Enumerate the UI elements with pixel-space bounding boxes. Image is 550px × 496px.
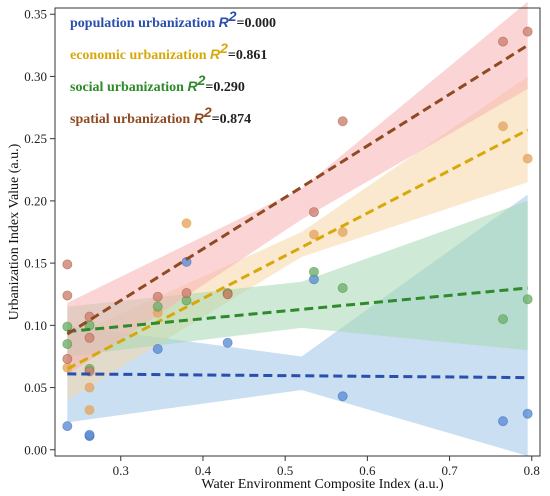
data-point [498, 121, 509, 132]
legend-r-symbol: R [219, 14, 230, 30]
fit-line-2 [67, 286, 528, 334]
legend-series-name: population urbanization [70, 16, 219, 31]
data-point [62, 353, 73, 364]
legend-r-symbol: R [194, 110, 205, 126]
data-point [222, 337, 233, 348]
confidence-band-3 [67, 1, 528, 376]
legend-entry-1: economic urbanization R2=0.861 [70, 40, 267, 63]
data-point [337, 282, 348, 293]
y-tick-label: 0.30 [24, 69, 47, 84]
fit-line-0 [67, 372, 528, 380]
legend-r-superscript: 2 [203, 104, 212, 120]
data-point [152, 291, 163, 302]
legend-entry-3: spatial urbanization R2=0.874 [70, 104, 251, 127]
legend-r-symbol: R [210, 46, 221, 62]
data-point [152, 343, 163, 354]
legend-r-superscript: 2 [228, 8, 237, 24]
y-axis-label: Urbanization Index Value (a.u.) [7, 143, 22, 320]
x-tick-label: 0.8 [524, 463, 540, 478]
data-point [62, 290, 73, 301]
fit-line-3 [66, 44, 529, 336]
data-point [84, 429, 95, 440]
data-point [522, 26, 533, 37]
y-tick-label: 0.05 [24, 380, 47, 395]
y-tick-label: 0.10 [24, 318, 47, 333]
y-tick-label: 0.35 [24, 7, 47, 22]
data-point [62, 421, 73, 432]
confidence-bands [67, 1, 528, 456]
data-point [84, 382, 95, 393]
data-point [522, 408, 533, 419]
data-point [62, 259, 73, 270]
legend-r2-value: =0.290 [205, 80, 244, 95]
data-point [222, 289, 233, 300]
legend: population urbanization R2=0.000economic… [70, 8, 276, 127]
legend-series-name: economic urbanization [70, 48, 210, 63]
legend-r-symbol: R [187, 78, 198, 94]
data-point [337, 116, 348, 127]
data-point [308, 207, 319, 218]
y-tick-label: 0.25 [24, 131, 47, 146]
legend-series-name: spatial urbanization [70, 112, 194, 127]
x-tick-label: 0.5 [277, 463, 293, 478]
legend-series-name: social urbanization [70, 80, 187, 95]
legend-r2-value: =0.000 [237, 16, 276, 31]
data-point [84, 404, 95, 415]
x-tick-label: 0.4 [195, 463, 212, 478]
data-point [522, 153, 533, 164]
x-tick-label: 0.7 [441, 463, 458, 478]
data-point [152, 301, 163, 312]
data-point [181, 218, 192, 229]
data-point [308, 266, 319, 277]
data-point [84, 332, 95, 343]
y-tick-label: 0.20 [24, 193, 47, 208]
data-point [522, 294, 533, 305]
data-point [337, 226, 348, 237]
fit-line-1 [66, 128, 529, 371]
data-point [498, 36, 509, 47]
data-point [62, 338, 73, 349]
data-point [498, 416, 509, 427]
fit-lines [66, 44, 529, 380]
legend-r-superscript: 2 [219, 40, 228, 56]
legend-entry-2: social urbanization R2=0.290 [70, 72, 245, 95]
confidence-band-2 [67, 200, 528, 357]
legend-entry-0: population urbanization R2=0.000 [70, 8, 276, 31]
x-tick-label: 0.3 [113, 463, 129, 478]
y-tick-label: 0.00 [24, 442, 47, 457]
legend-r2-value: =0.861 [228, 48, 267, 63]
data-point [498, 314, 509, 325]
y-tick-label: 0.15 [24, 256, 47, 271]
legend-r-superscript: 2 [197, 72, 206, 88]
axis-ticks: 0.3 0.4 0.5 0.6 0.7 0.8 0.00 0.05 0.10 0.15 0.20 0.… [24, 7, 540, 478]
data-points [62, 26, 533, 442]
data-point [337, 391, 348, 402]
legend-r2-value: =0.874 [212, 112, 251, 127]
data-point [181, 287, 192, 298]
plot-frame [54, 7, 541, 457]
x-tick-label: 0.6 [359, 463, 376, 478]
confidence-band-0 [67, 194, 528, 456]
x-axis-label: Water Environment Composite Index (a.u.) [201, 477, 444, 492]
data-point [308, 229, 319, 240]
